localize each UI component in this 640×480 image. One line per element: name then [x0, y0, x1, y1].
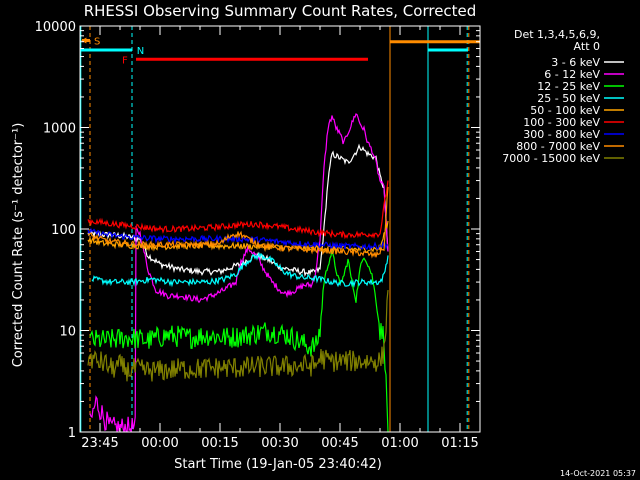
flag-label-s: S — [94, 36, 100, 47]
legend-label-9: 7000 - 15000 keV — [502, 152, 600, 165]
y-tick-label: 1000 — [43, 122, 76, 137]
axes: 1 10 100 1000 10000 23:45 00:00 00:15 00:30 00:45… — [35, 20, 481, 451]
flag-label-f: F — [122, 55, 128, 66]
series-line-1 — [87, 143, 389, 278]
series-line-3 — [89, 248, 389, 432]
series-line-4 — [91, 251, 389, 288]
legend-label-3: 12 - 25 keV — [537, 80, 600, 93]
series-line-2 — [89, 113, 389, 432]
series-line-7 — [87, 227, 389, 252]
legend-header-line-2: Att 0 — [574, 40, 600, 53]
legend-header-line-1: Det 1,3,4,5,6,9, — [514, 28, 600, 41]
y-tick-label: 1 — [68, 426, 76, 441]
y-tick-label: 10000 — [35, 20, 76, 35]
x-tick-label: 00:00 — [141, 436, 178, 451]
x-tick-label: 00:30 — [261, 436, 298, 451]
legend-label-1: 3 - 6 keV — [551, 56, 600, 69]
series-line-8 — [87, 186, 389, 259]
x-tick-label: 23:45 — [81, 436, 118, 451]
y-tick-label: 10 — [59, 325, 76, 340]
x-tick-label: 00:45 — [321, 436, 358, 451]
legend-label-7: 300 - 800 keV — [523, 128, 600, 141]
flag-label-n: N — [137, 46, 144, 57]
y-axis-label: Corrected Count Rate (s⁻¹ detector⁻¹) — [11, 123, 26, 368]
legend-label-4: 25 - 50 keV — [537, 92, 600, 105]
series-line-5 — [87, 220, 389, 254]
chart-title: RHESSI Observing Summary Count Rates, Co… — [84, 2, 477, 20]
x-tick-label: 01:00 — [381, 436, 418, 451]
x-tick-label: 00:15 — [201, 436, 238, 451]
x-axis-label: Start Time (19-Jan-05 23:40:42) — [174, 457, 382, 472]
plot-content — [80, 26, 470, 432]
x-tick-label: 01:15 — [441, 436, 478, 451]
plot-inner — [80, 26, 470, 432]
series-line-6 — [87, 180, 389, 240]
series-line-9 — [87, 290, 389, 382]
footer-date: 14-Oct-2021 05:37 — [560, 469, 636, 478]
legend-label-5: 50 - 100 keV — [530, 104, 600, 117]
y-tick-label: 100 — [51, 223, 76, 238]
legend-label-8: 800 - 7000 keV — [516, 140, 600, 153]
legend-label-2: 6 - 12 keV — [544, 68, 600, 81]
flag-s-arrowhead — [81, 37, 87, 44]
annotations: S NF — [80, 36, 480, 66]
legend-label-6: 100 - 300 keV — [523, 116, 600, 129]
